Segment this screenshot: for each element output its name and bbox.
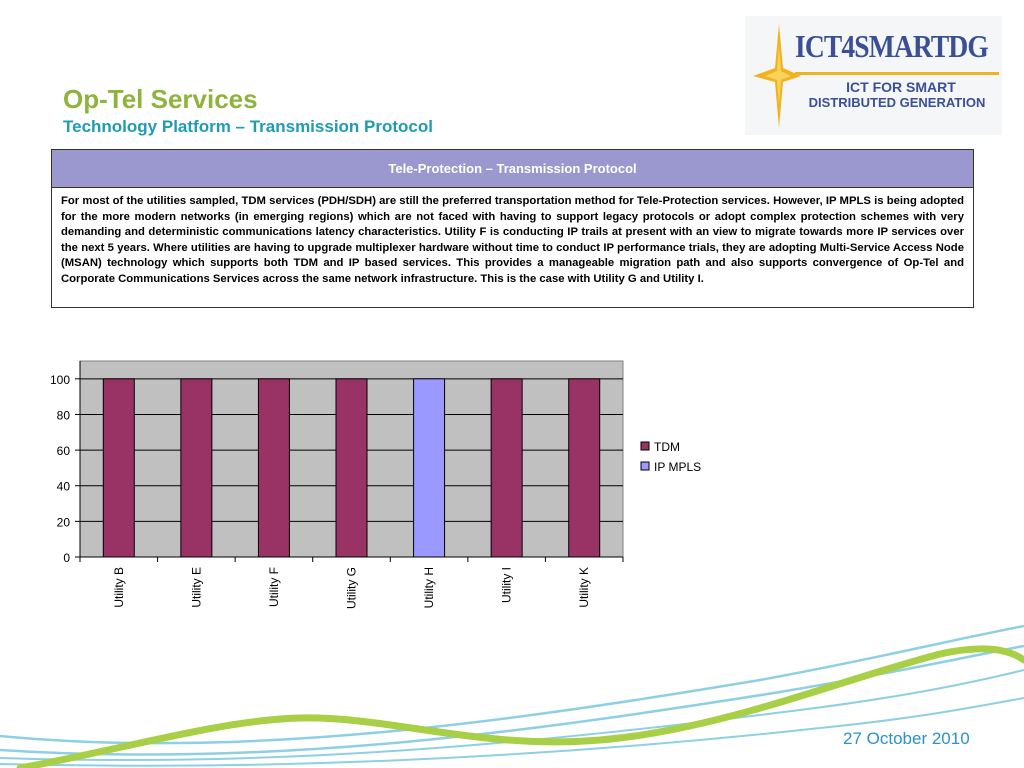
x-tick-label: Utility K	[577, 567, 591, 608]
y-tick-label: 100	[50, 373, 70, 387]
slide-subtitle: Technology Platform – Transmission Proto…	[63, 117, 433, 136]
logo: ICT4SMARTDG ICT FOR SMART DISTRIBUTED GE…	[745, 16, 1002, 135]
wave-line	[0, 697, 1024, 767]
wave-line	[0, 624, 1024, 745]
bar	[180, 378, 213, 558]
y-tick-label: 20	[57, 515, 71, 529]
legend-label: TDM	[654, 440, 680, 454]
x-tick-label: Utility G	[345, 567, 359, 609]
slide-title: Op-Tel Services	[63, 84, 258, 114]
info-table-body: For most of the utilities sampled, TDM s…	[61, 195, 964, 285]
logo-rule	[795, 72, 999, 75]
legend-swatch	[640, 461, 650, 471]
y-tick-label: 60	[57, 444, 71, 458]
bar	[257, 378, 290, 558]
bar	[335, 378, 368, 558]
x-tick-label: Utility E	[189, 567, 203, 608]
x-tick-label: Utility I	[500, 567, 514, 603]
logo-tagline-2: DISTRIBUTED GENERATION	[808, 95, 986, 110]
footer-date: 27 October 2010	[843, 729, 970, 748]
logo-tagline-1: ICT FOR SMART	[846, 79, 956, 95]
x-tick-label: Utility H	[422, 567, 436, 608]
info-table-heading: Tele-Protection – Transmission Protocol	[52, 150, 973, 188]
legend-swatch	[640, 441, 650, 451]
decorative-waves	[0, 624, 1024, 768]
y-tick-label: 80	[57, 408, 71, 422]
bar	[413, 378, 446, 558]
wave-line	[0, 644, 1024, 756]
bar	[490, 378, 523, 558]
y-tick-label: 40	[57, 480, 71, 494]
y-tick-label: 0	[63, 551, 70, 565]
bar	[102, 378, 135, 558]
wave-line	[0, 669, 1024, 762]
x-tick-label: Utility F	[267, 567, 281, 607]
info-table: Tele-Protection – Transmission Protocol …	[51, 149, 974, 308]
wave-line-green	[16, 645, 1024, 768]
x-tick-label: Utility B	[112, 567, 126, 608]
star-icon	[753, 24, 801, 128]
bar	[568, 378, 601, 558]
legend-label: IP MPLS	[654, 460, 701, 474]
logo-name: ICT4SMARTDG	[795, 28, 989, 64]
